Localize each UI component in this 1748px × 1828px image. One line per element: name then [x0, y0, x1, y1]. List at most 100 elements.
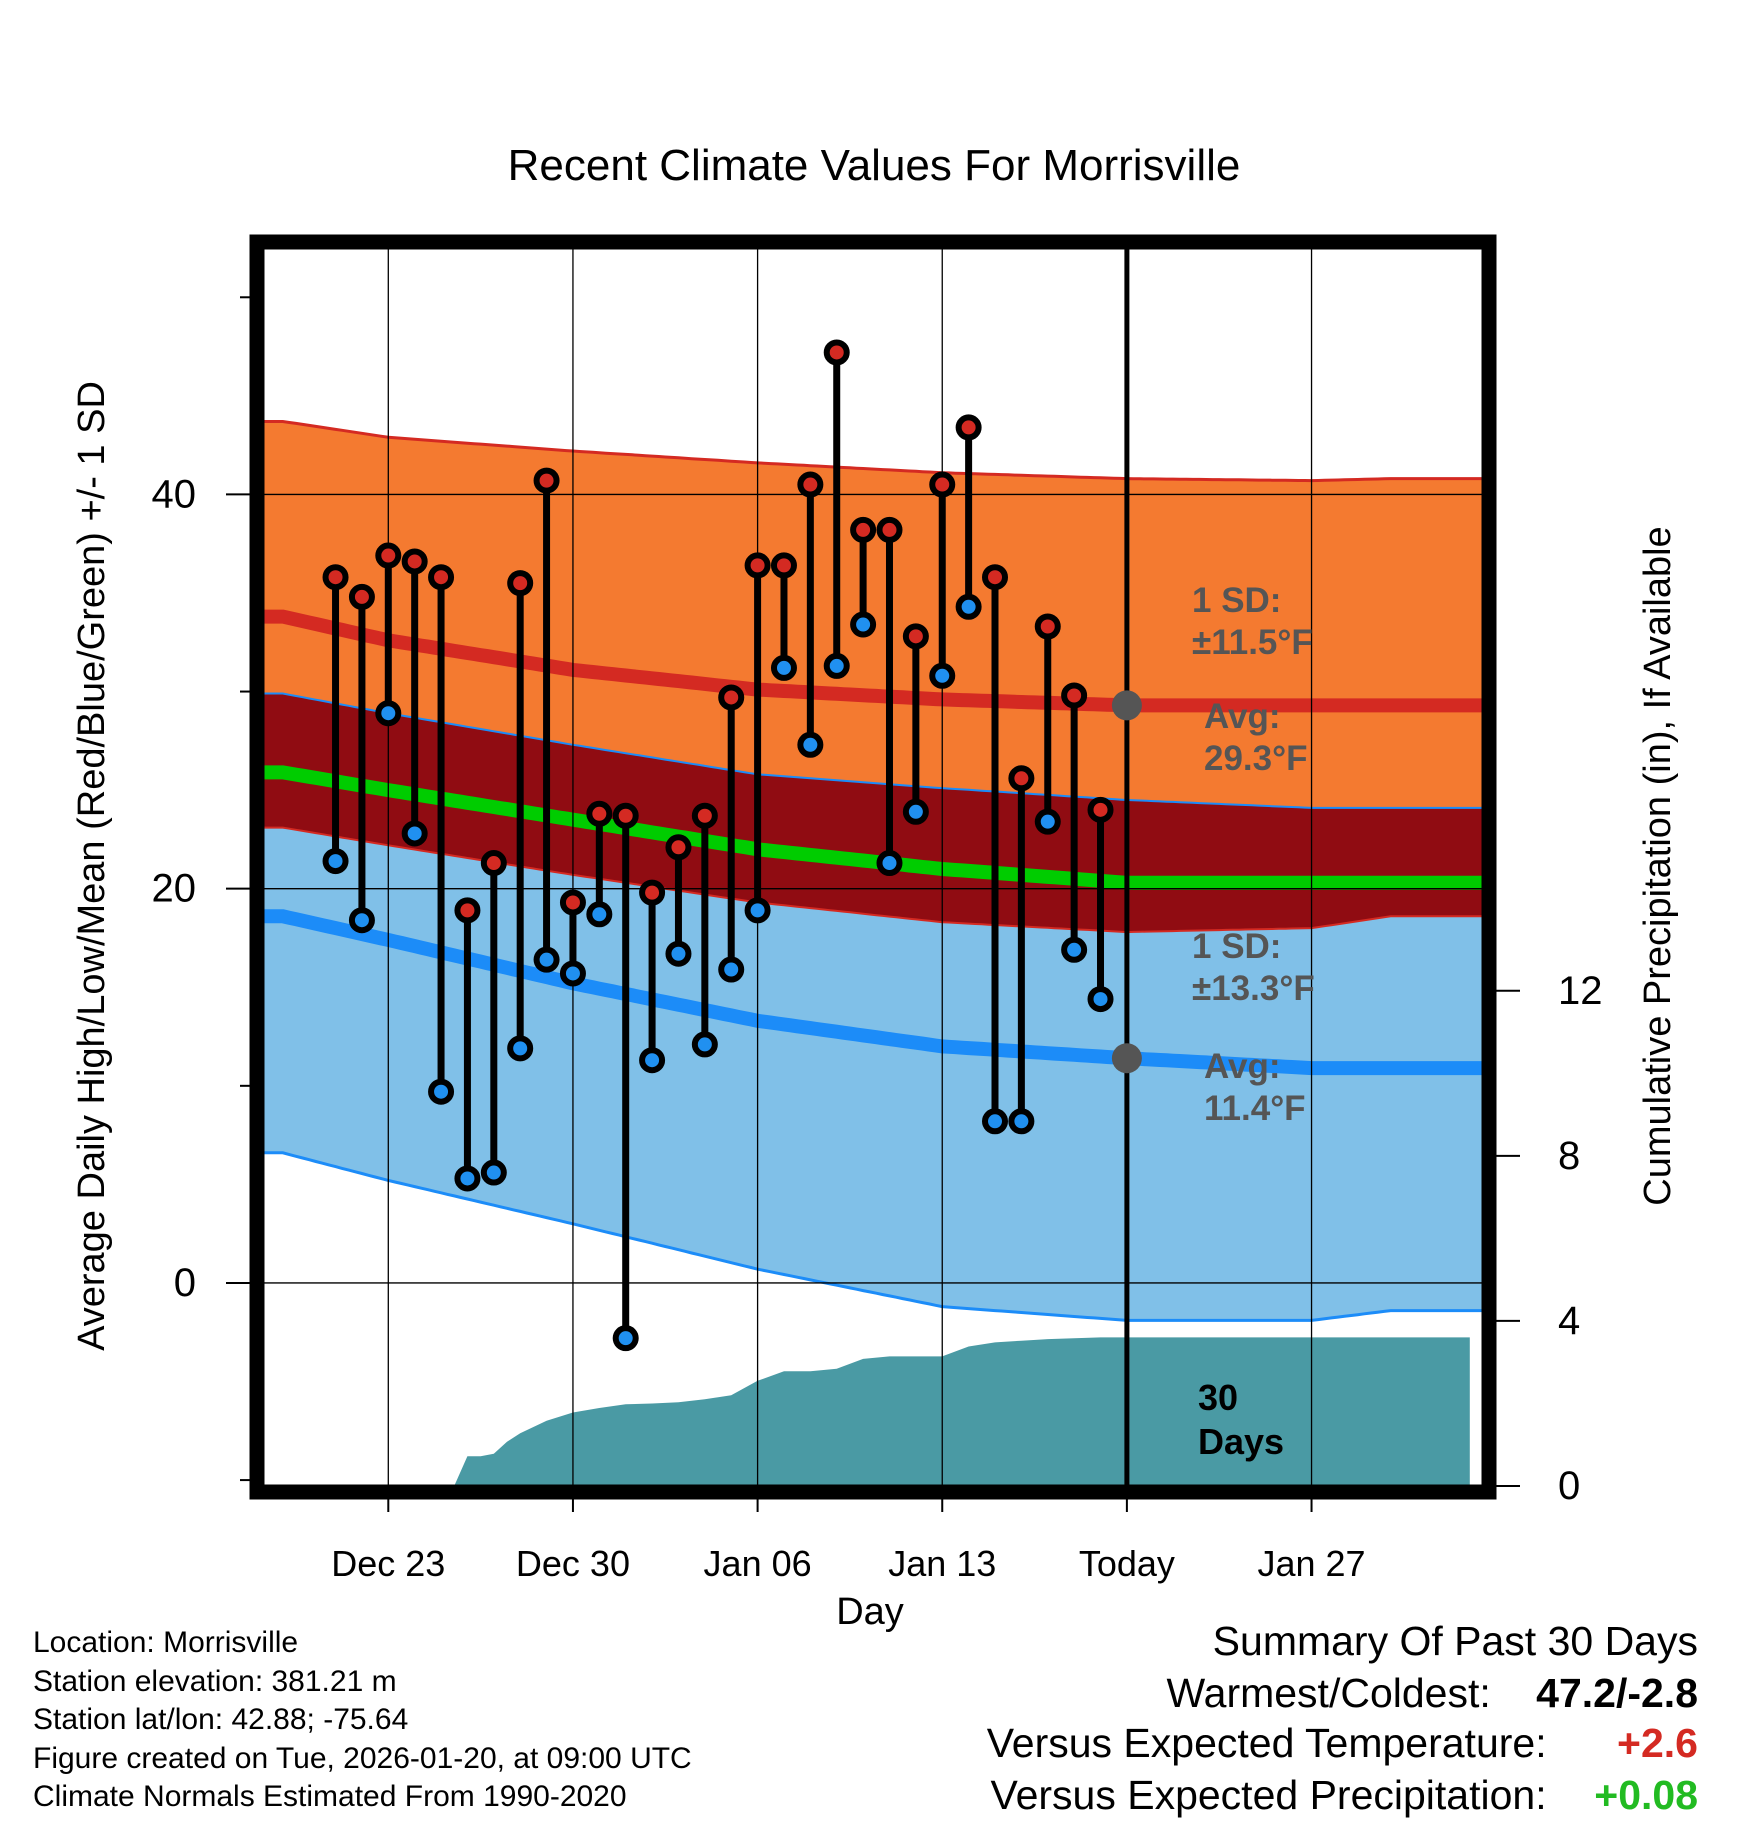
y2-tick-label: 4 [1558, 1299, 1580, 1343]
obs-low-point [586, 901, 613, 928]
obs-low-point [665, 940, 692, 967]
low-avg-marker [1111, 1043, 1142, 1074]
obs-low-point [428, 1078, 455, 1105]
plot-frame [249, 234, 1497, 1500]
obs-high-point [322, 564, 349, 591]
obs-high-point [586, 800, 613, 827]
plot-area [263, 248, 1483, 1486]
y-axis-label: Average Daily High/Low/Mean (Red/Blue/Gr… [71, 381, 113, 1351]
high-sd-value: ±11.5°F [1192, 623, 1313, 662]
low-sd-band [263, 827, 1483, 1321]
annotations: 1 SD: ±11.5°F Avg: 29.3°F 1 SD: ±13.3°F … [1111, 581, 1315, 1462]
summary-warmest-coldest: Warmest/Coldest: 47.2/-2.8 [1166, 1670, 1698, 1717]
y2-tick-label: 8 [1558, 1134, 1580, 1178]
obs-low-point [955, 593, 982, 620]
location-text: Location: Morrisville [33, 1626, 299, 1659]
x-tick-label: Jan 06 [704, 1543, 812, 1584]
obs-high-point [454, 897, 481, 924]
obs-low-point [1008, 1108, 1035, 1135]
temp-label: Versus Expected Temperature: [986, 1720, 1547, 1766]
obs-low-point [691, 1031, 718, 1058]
obs-high-point [850, 516, 877, 543]
obs-low-point [823, 652, 850, 679]
elevation-text: Station elevation: 381.21 m [33, 1664, 397, 1698]
x-tick-label: Dec 23 [331, 1543, 445, 1584]
obs-low-point [612, 1325, 639, 1352]
obs-high-point [718, 684, 745, 711]
observations [322, 339, 1114, 1352]
low-avg-value: 11.4°F [1204, 1089, 1306, 1128]
axes: Dec 23 Dec 30 Jan 06 Jan 13 Today Jan 2702040… [152, 296, 1603, 1584]
y2-tick-label: 12 [1558, 969, 1603, 1013]
low-avg-label: Avg: [1204, 1047, 1280, 1086]
obs-high-point [955, 414, 982, 441]
obs-low-point [850, 611, 877, 638]
x-axis-label: Day [836, 1591, 904, 1633]
normal-mean-line [263, 765, 1483, 890]
grid-lines [263, 248, 1483, 1486]
days-label: Days [1198, 1421, 1284, 1462]
obs-low-point [744, 897, 771, 924]
obs-high-point [1034, 613, 1061, 640]
obs-low-point [1034, 808, 1061, 835]
summary-title: Summary Of Past 30 Days [1212, 1618, 1698, 1664]
normal-high-line [263, 609, 1483, 713]
precip-value: +0.08 [1594, 1772, 1698, 1818]
obs-high-point [902, 623, 929, 650]
summary-precip: Versus Expected Precipitation: +0.08 [991, 1772, 1699, 1819]
high-avg-value: 29.3°F [1204, 739, 1308, 778]
created-text: Figure created on Tue, 2026-01-20, at 09… [33, 1741, 692, 1775]
obs-low-point [770, 654, 797, 681]
obs-high-point [1008, 765, 1035, 792]
low-sd-value: ±13.3°F [1192, 969, 1315, 1008]
warmest-coldest-value: 47.2/-2.8 [1536, 1670, 1698, 1716]
obs-low-point [1087, 986, 1114, 1013]
obs-high-point [982, 564, 1008, 591]
warmest-coldest-label: Warmest/Coldest: [1166, 1670, 1491, 1716]
obs-high-point [691, 802, 718, 829]
station-info: Location: Morrisville Station elevation:… [33, 1624, 692, 1817]
x-tick-label: Jan 13 [888, 1543, 996, 1584]
high-avg-label: Avg: [1204, 697, 1280, 736]
high-avg-marker [1111, 690, 1142, 721]
obs-high-point [744, 552, 771, 579]
obs-high-point [797, 471, 824, 498]
obs-low-point [375, 700, 402, 727]
obs-low-point [1061, 936, 1088, 963]
days-count: 30 [1198, 1377, 1238, 1418]
cumulative-precip-area [309, 1337, 1470, 1486]
y-tick-label: 0 [174, 1261, 196, 1305]
obs-high-point [348, 583, 375, 610]
y2-tick-label: 0 [1558, 1464, 1580, 1508]
high-sd-label: 1 SD: [1192, 581, 1281, 620]
obs-low-point [876, 850, 903, 877]
x-tick-label: Jan 27 [1257, 1543, 1365, 1584]
obs-low-point [559, 960, 586, 987]
obs-high-point [665, 834, 692, 861]
obs-low-point [533, 946, 560, 973]
obs-high-point [480, 850, 507, 877]
obs-low-point [401, 820, 428, 847]
obs-low-point [322, 848, 349, 875]
mid-band [263, 693, 1483, 933]
obs-low-point [718, 956, 745, 983]
y-tick-label: 40 [152, 472, 197, 516]
obs-high-point [823, 339, 850, 366]
obs-low-point [929, 662, 956, 689]
y2-axis-label: Cumulative Precipitation (in), If Availa… [1637, 526, 1679, 1205]
obs-high-point [1087, 796, 1114, 823]
obs-low-point [454, 1165, 481, 1192]
obs-high-point [401, 548, 428, 575]
x-tick-label: Today [1079, 1543, 1175, 1584]
precip-label: Versus Expected Precipitation: [990, 1772, 1547, 1818]
obs-low-point [982, 1108, 1008, 1135]
obs-high-point [533, 467, 560, 494]
y-tick-label: 20 [152, 867, 197, 911]
obs-low-point [348, 907, 375, 934]
obs-low-point [797, 731, 824, 758]
obs-low-point [902, 798, 929, 825]
obs-high-point [375, 542, 402, 569]
x-tick-label: Dec 30 [516, 1543, 630, 1584]
obs-high-point [559, 889, 586, 916]
